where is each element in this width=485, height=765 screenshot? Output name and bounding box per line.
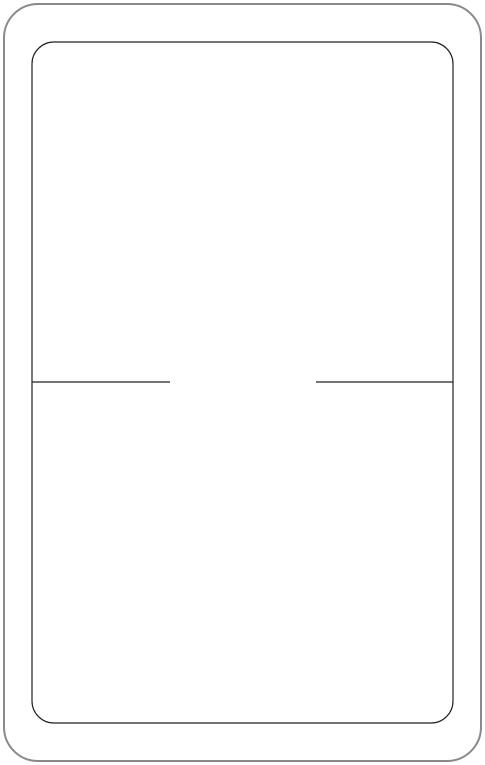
- card-outer-border: [3, 3, 482, 762]
